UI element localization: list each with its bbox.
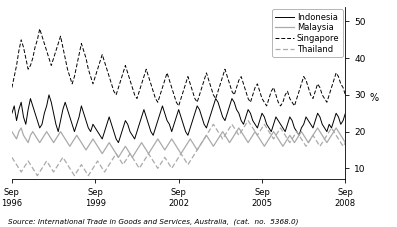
Singapore — [276, 101, 281, 104]
Malaysia — [206, 138, 211, 140]
Line: Thailand: Thailand — [12, 121, 345, 176]
Thailand — [10, 156, 14, 159]
Line: Indonesia: Indonesia — [12, 95, 345, 143]
Indonesia — [12, 105, 17, 107]
Indonesia — [10, 112, 14, 115]
Singapore — [12, 75, 17, 78]
Indonesia — [343, 112, 348, 115]
Singapore — [324, 101, 329, 104]
Thailand — [343, 141, 348, 144]
Indonesia — [116, 141, 121, 144]
Thailand — [276, 130, 281, 133]
Text: Source: International Trade in Goods and Services, Australia,  (cat.  no.  5368.: Source: International Trade in Goods and… — [8, 218, 299, 225]
Malaysia — [19, 127, 23, 129]
Indonesia — [324, 130, 329, 133]
Thailand — [35, 174, 40, 177]
Malaysia — [28, 134, 33, 137]
Malaysia — [324, 141, 329, 144]
Thailand — [324, 134, 329, 137]
Thailand — [266, 130, 271, 133]
Malaysia — [266, 138, 271, 140]
Singapore — [26, 68, 31, 71]
Indonesia — [206, 119, 211, 122]
Malaysia — [116, 156, 121, 159]
Malaysia — [12, 134, 17, 137]
Singapore — [266, 97, 271, 100]
Malaysia — [10, 130, 14, 133]
Indonesia — [46, 94, 51, 96]
Singapore — [206, 79, 211, 81]
Singapore — [176, 105, 181, 107]
Line: Singapore: Singapore — [12, 29, 345, 106]
Indonesia — [276, 119, 281, 122]
Indonesia — [26, 108, 31, 111]
Thailand — [204, 134, 209, 137]
Malaysia — [343, 141, 348, 144]
Thailand — [246, 119, 251, 122]
Thailand — [26, 160, 31, 162]
Legend: Indonesia, Malaysia, Singapore, Thailand: Indonesia, Malaysia, Singapore, Thailand — [272, 9, 343, 57]
Malaysia — [276, 138, 281, 140]
Thailand — [12, 160, 17, 162]
Singapore — [343, 94, 348, 96]
Singapore — [10, 86, 14, 89]
Singapore — [37, 27, 42, 30]
Line: Malaysia: Malaysia — [12, 128, 345, 157]
Indonesia — [266, 127, 271, 129]
Y-axis label: %: % — [370, 93, 379, 103]
